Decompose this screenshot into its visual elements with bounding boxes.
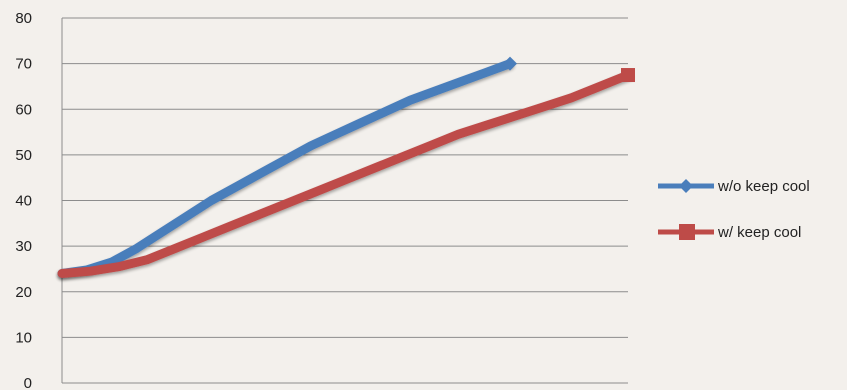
legend-label: w/ keep cool [717,224,801,241]
y-tick-label: 20 [15,284,32,301]
y-tick-label: 10 [15,329,32,346]
legend: w/o keep cool w/ keep cool [658,178,810,241]
y-tick-label: 30 [15,238,32,255]
y-tick-label: 40 [15,193,32,210]
y-tick-label: 0 [24,375,32,390]
y-tick-label: 70 [15,56,32,73]
gridlines [62,17,628,338]
legend-square-marker [679,224,695,240]
series-line-0 [57,59,515,278]
legend-item-1: w/ keep cool [658,224,801,241]
series-line-1 [57,70,633,278]
legend-item-0: w/o keep cool [658,178,810,195]
legend-label: w/o keep cool [717,178,810,195]
legend-diamond-marker [679,179,693,193]
y-tick-label: 50 [15,147,32,164]
y-tick-label: 80 [15,10,32,27]
series-end-marker [621,68,635,83]
axes: 0 10 20 30 40 50 60 70 80 [15,10,628,390]
series-end-marker [503,56,517,71]
y-tick-label: 60 [15,101,32,118]
series-lines [57,56,635,278]
